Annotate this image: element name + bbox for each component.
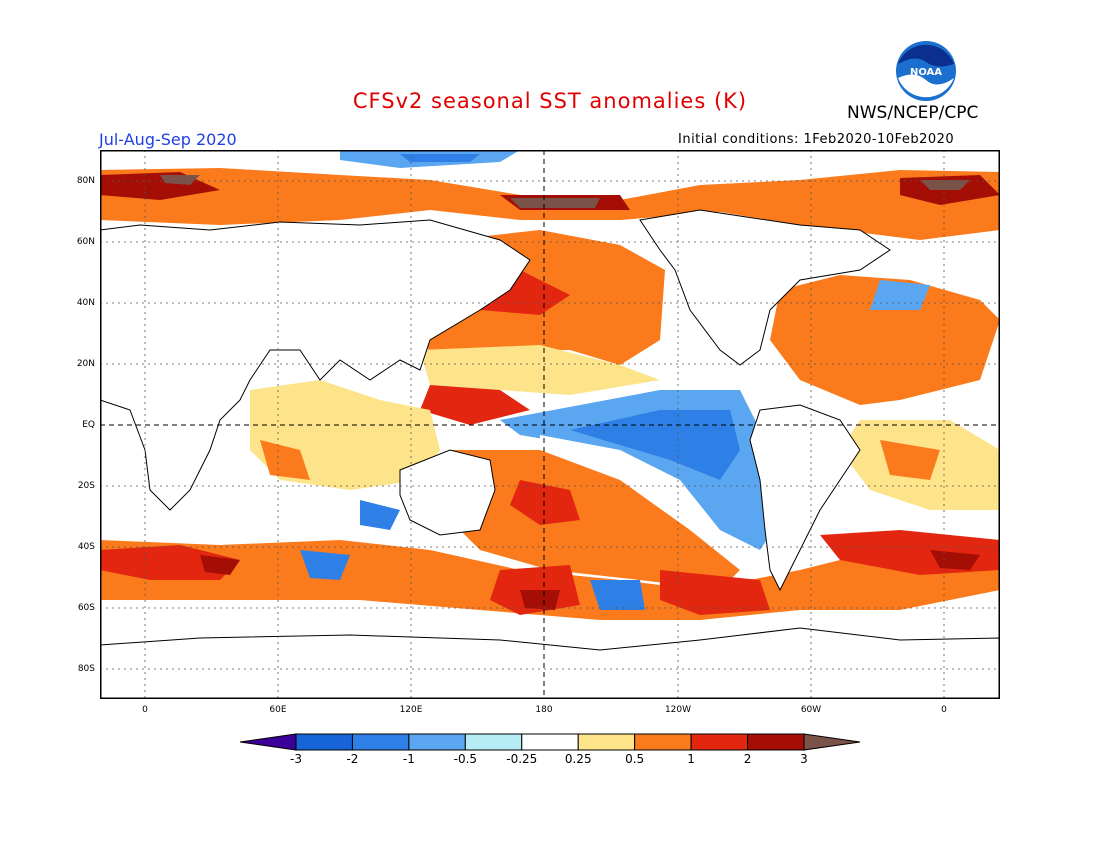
chart-title: CFSv2 seasonal SST anomalies (K) [352,89,748,113]
lat-label-80n: 80N [76,176,95,186]
colorbar-segment [464,733,523,751]
colorbar-tick-label: -0.25 [506,752,538,766]
colorbar [239,733,861,751]
grid-lines [100,150,1000,699]
colorbar-tick-label: -2 [346,752,359,766]
lon-label-60e: 60E [269,705,287,715]
lon-label-180: 180 [535,705,553,715]
initial-conditions-label: Initial conditions: 1Feb2020-10Feb2020 [678,132,955,147]
lat-label-40s: 40S [77,542,95,552]
lat-label-eq: EQ [82,420,95,430]
lat-label-60n: 60N [76,237,95,247]
lon-label-0-west: 0 [142,705,148,715]
noaa-logo: NOAA [895,40,957,102]
lon-label-120e: 120E [399,705,423,715]
colorbar-segment [747,733,805,751]
lon-label-120w: 120W [664,705,692,715]
land-masses [99,209,1001,700]
map-frame [100,150,1000,699]
sst-anomaly-map [99,150,1001,700]
colorbar-segment-min [239,733,297,751]
colorbar-segment [577,733,636,751]
organization-label: NWS/NCEP/CPC [847,103,979,123]
colorbar-segment [521,733,579,751]
colorbar-tick-label: 1 [687,752,695,766]
colorbar-tick-label: 0.5 [625,752,645,766]
colorbar-tick-label: 2 [743,752,752,766]
lat-label-80s: 80S [77,664,95,674]
colorbar-tick-label: -3 [290,752,302,766]
equator-dateline [100,150,1000,699]
lat-label-20s: 20S [77,481,95,491]
colorbar-tick-label: 0.25 [564,752,592,766]
colorbar-segment [634,733,692,751]
lat-label-20n: 20N [76,359,95,369]
season-label: Jul-Aug-Sep 2020 [99,130,237,149]
colorbar-segment [690,733,749,751]
noaa-logo-text: NOAA [910,67,942,78]
colorbar-tick-label: 3 [800,752,808,766]
colorbar-segment [408,733,466,751]
lat-label-60s: 60S [77,603,95,613]
lon-label-0-east: 0 [941,705,947,715]
anomaly-field [100,150,1000,620]
colorbar-segment [295,733,353,751]
colorbar-segment [351,733,410,751]
colorbar-tick-label: -0.5 [453,752,478,766]
lon-label-60w: 60W [800,705,822,715]
colorbar-tick-label: -1 [402,752,415,766]
lat-label-40n: 40N [76,298,95,308]
colorbar-segment-max [803,733,861,751]
